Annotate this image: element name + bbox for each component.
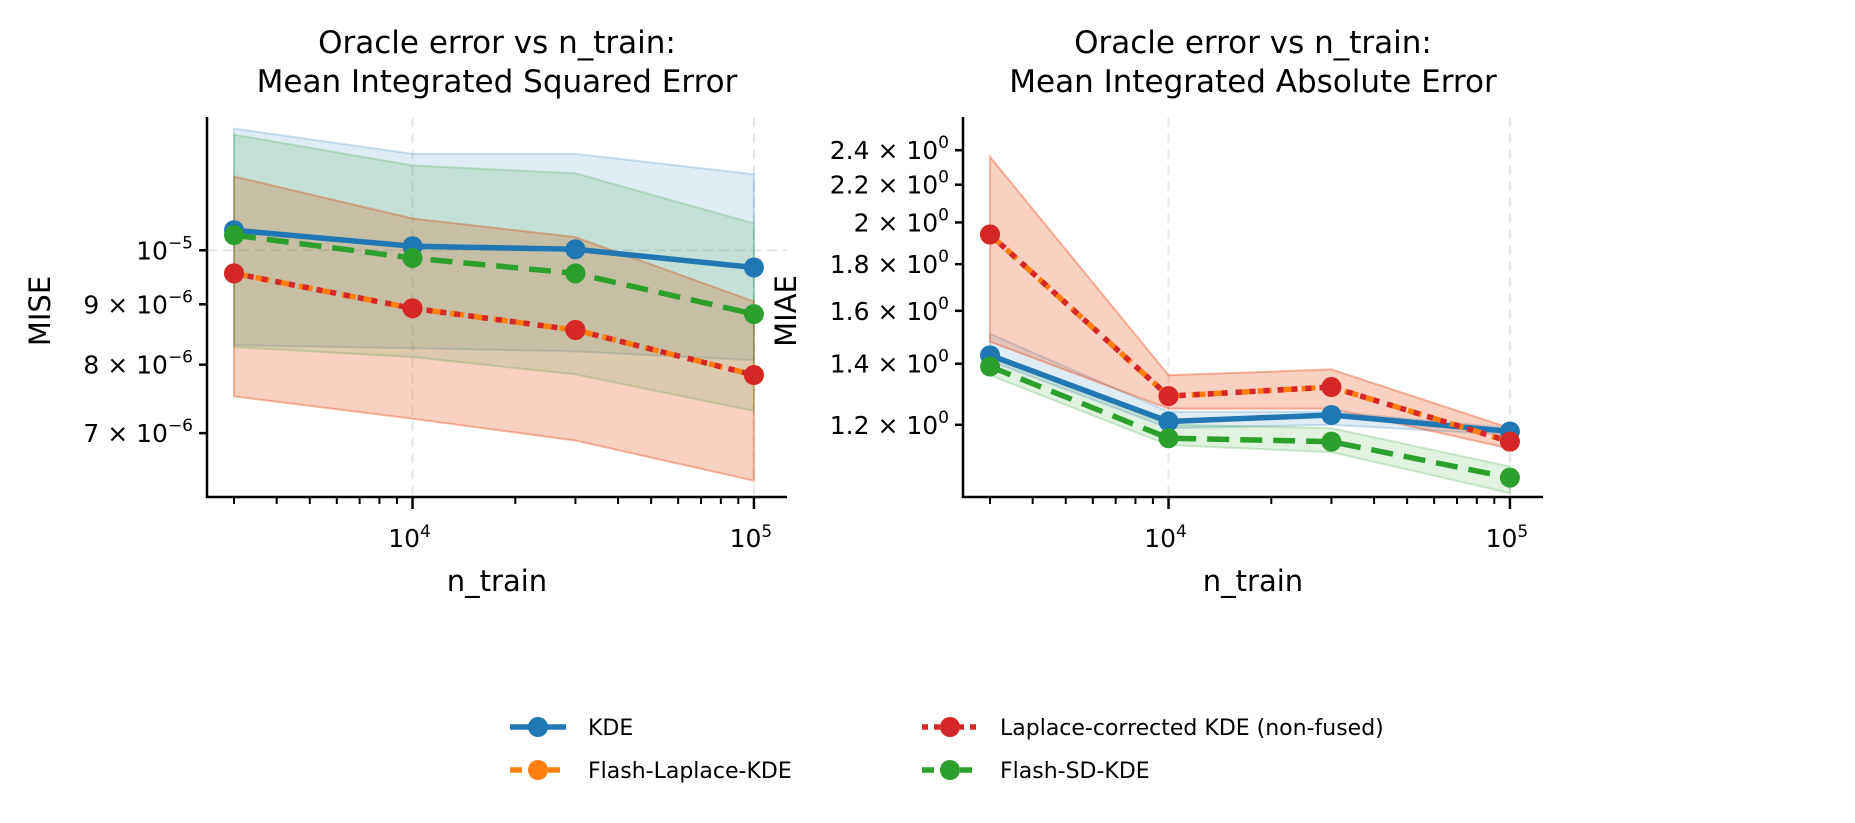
marker-laplace-corrected-kde-non-fused [1158,386,1179,407]
band-flash-laplace-kde [233,175,755,482]
legend: KDE Flash-Laplace-KDE Laplace-corrected KD… [510,716,1384,784]
chart-title-line: Oracle error vs n_train: [318,25,676,61]
legend-label: Laplace-corrected KDE (non-fused) [1000,716,1384,741]
y-tick-label: 2.2 × 100 [830,168,949,200]
x-tick-label: 105 [1486,522,1529,553]
y-tick-label: 1.6 × 100 [830,294,949,326]
line-flash-laplace-kde [233,270,755,378]
band-kde [233,127,755,362]
x-tick-label: 105 [730,522,773,553]
y-tick-label: 9 × 10−6 [83,287,193,319]
line-flash-sd-kde [989,364,1511,481]
y-axis-label: MISE [23,276,57,346]
marker-kde [565,239,586,260]
marker-flash-sd-kde [1321,431,1342,452]
y-tick-label: 2 × 100 [854,205,949,237]
y-tick-label: 2.4 × 100 [830,133,949,165]
legend-item-laplace-corrected-kde-non-fused: Laplace-corrected KDE (non-fused) [922,716,1384,741]
marker-laplace-corrected-kde-non-fused [980,224,1001,245]
chart-title-line: Mean Integrated Squared Error [257,64,738,100]
legend-item-flash-laplace-kde: Flash-Laplace-KDE [510,759,792,784]
band-laplace-corrected-kde-non-fused [233,175,755,482]
legend-marker-swatch [528,717,548,737]
legend-marker-swatch [940,760,960,780]
mise-panel: Oracle error vs n_train:Mean Integrated … [23,25,787,598]
x-axis-label: n_train [447,564,547,598]
y-tick-label: 8 × 10−6 [83,348,193,380]
y-tick-label: 1.8 × 100 [830,247,949,279]
legend-item-flash-sd-kde: Flash-SD-KDE [922,759,1150,784]
x-tick-label: 104 [1144,522,1187,553]
marker-laplace-corrected-kde-non-fused [743,365,764,386]
line-flash-laplace-kde [988,232,1511,445]
line-laplace-corrected-kde-non-fused [988,232,1511,445]
line-laplace-corrected-kde-non-fused [233,270,755,378]
marker-laplace-corrected-kde-non-fused [1499,431,1520,452]
x-tick-label: 104 [388,522,431,553]
line-flash-sd-kde [233,232,755,317]
marker-flash-sd-kde [224,225,245,246]
marker-laplace-corrected-kde-non-fused [402,298,423,319]
marker-kde [1321,405,1342,426]
y-tick-label: 10−5 [136,233,193,265]
legend-label: Flash-Laplace-KDE [588,759,792,784]
marker-flash-sd-kde [1158,428,1179,449]
line-kde [989,352,1511,435]
miae-panel: Oracle error vs n_train:Mean Integrated … [769,25,1543,598]
y-tick-label: 7 × 10−6 [83,416,193,448]
legend-marker-swatch [940,717,960,737]
legend-marker-swatch [528,760,548,780]
marker-laplace-corrected-kde-non-fused [224,263,245,284]
x-axis-label: n_train [1203,564,1303,598]
marker-laplace-corrected-kde-non-fused [1321,377,1342,398]
marker-flash-sd-kde [743,304,764,325]
legend-label: Flash-SD-KDE [1000,759,1150,784]
chart-title-line: Mean Integrated Absolute Error [1009,64,1497,100]
y-axis-label: MIAE [769,275,803,347]
marker-flash-sd-kde [980,356,1001,377]
band-flash-sd-kde [989,351,1511,495]
line-kde [233,227,755,271]
legend-item-kde: KDE [510,716,633,741]
y-tick-label: 1.4 × 100 [830,347,949,379]
marker-flash-sd-kde [402,248,423,269]
marker-flash-sd-kde [1499,467,1520,488]
marker-kde [743,257,764,278]
marker-kde [1158,411,1179,432]
legend-label: KDE [588,716,633,741]
marker-laplace-corrected-kde-non-fused [565,320,586,341]
chart-title-line: Oracle error vs n_train: [1074,25,1432,61]
y-tick-label: 1.2 × 100 [830,408,949,440]
marker-flash-sd-kde [565,263,586,284]
